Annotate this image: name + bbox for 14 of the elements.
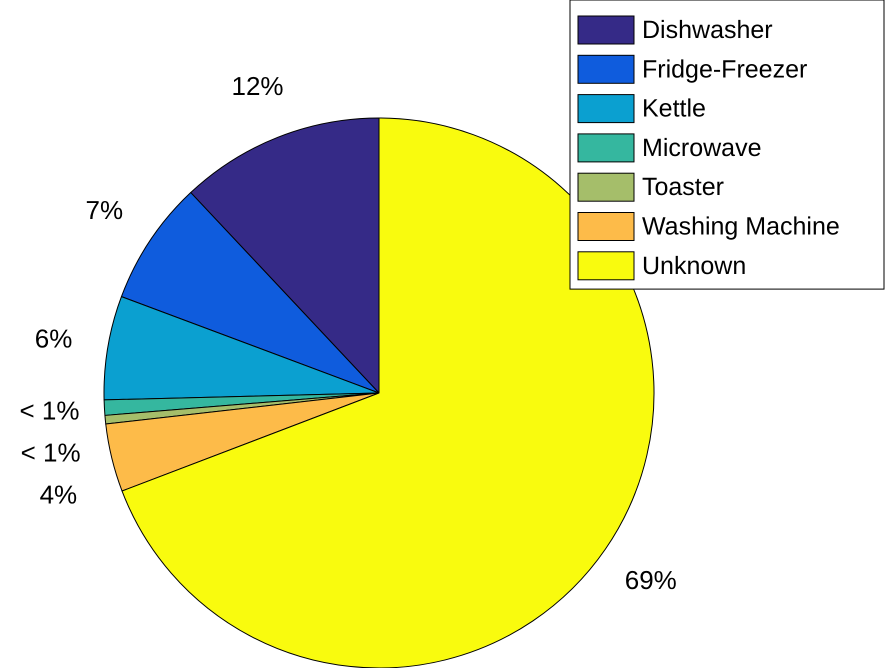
data-label: < 1% [19,396,80,426]
data-label: 12% [231,71,284,102]
data-label: < 1% [20,438,81,468]
data-label: 4% [40,480,78,510]
legend-label: Microwave [642,134,762,162]
data-label: 69% [624,565,677,596]
data-label: 6% [34,323,72,354]
legend-label: Unknown [642,252,746,280]
data-label: 7% [86,195,124,226]
legend-label: Washing Machine [642,212,840,240]
legend-label: Kettle [642,94,706,123]
legend-label: Fridge-Freezer [642,55,808,84]
legend-label: Toaster [642,173,724,202]
legend-label: Dishwasher [642,16,773,44]
